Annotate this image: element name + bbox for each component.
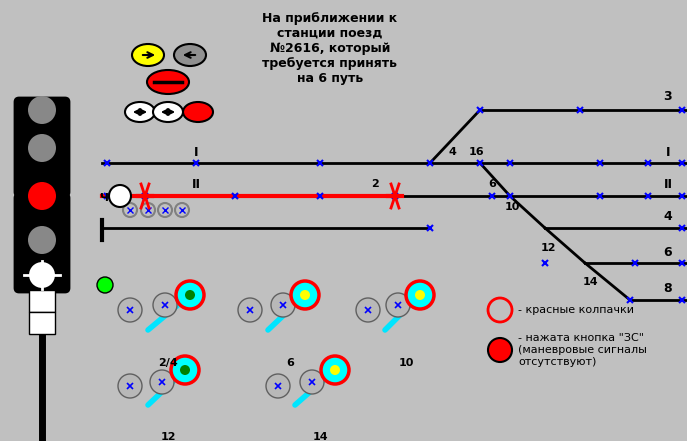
Circle shape bbox=[488, 338, 512, 362]
FancyBboxPatch shape bbox=[29, 290, 55, 312]
Text: 6: 6 bbox=[664, 246, 673, 258]
Text: II: II bbox=[192, 177, 201, 191]
Text: I: I bbox=[194, 146, 199, 158]
Text: II: II bbox=[664, 177, 673, 191]
Circle shape bbox=[386, 293, 410, 317]
Circle shape bbox=[321, 356, 349, 384]
Text: 3: 3 bbox=[664, 90, 673, 102]
Ellipse shape bbox=[183, 102, 213, 122]
Ellipse shape bbox=[174, 44, 206, 66]
Circle shape bbox=[28, 134, 56, 162]
Text: 12: 12 bbox=[160, 432, 176, 441]
Text: 4: 4 bbox=[448, 147, 456, 157]
Ellipse shape bbox=[153, 102, 183, 122]
Text: 10: 10 bbox=[398, 358, 414, 368]
Circle shape bbox=[150, 370, 174, 394]
Text: 4: 4 bbox=[664, 210, 673, 224]
Text: На приближении к
станции поезд
№2616, который
требуется принять
на 6 путь: На приближении к станции поезд №2616, ко… bbox=[262, 12, 398, 85]
Ellipse shape bbox=[132, 44, 164, 66]
Circle shape bbox=[28, 261, 56, 289]
Text: 12: 12 bbox=[540, 243, 556, 253]
Text: 8: 8 bbox=[664, 281, 673, 295]
Text: 14: 14 bbox=[582, 277, 598, 287]
Text: 2: 2 bbox=[371, 179, 379, 189]
Text: - красные колпачки: - красные колпачки bbox=[518, 305, 634, 315]
Text: I: I bbox=[666, 146, 671, 158]
FancyBboxPatch shape bbox=[29, 312, 55, 334]
Circle shape bbox=[176, 281, 204, 309]
Text: 2/4: 2/4 bbox=[158, 358, 178, 368]
Circle shape bbox=[109, 185, 131, 207]
Text: 16: 16 bbox=[469, 147, 485, 157]
Text: 14: 14 bbox=[312, 432, 328, 441]
Text: 6: 6 bbox=[286, 358, 294, 368]
Circle shape bbox=[28, 182, 56, 210]
Text: Ч: Ч bbox=[100, 193, 109, 203]
Text: 6: 6 bbox=[488, 179, 496, 189]
Circle shape bbox=[28, 96, 56, 124]
Circle shape bbox=[266, 374, 290, 398]
Ellipse shape bbox=[125, 102, 155, 122]
Circle shape bbox=[28, 226, 56, 254]
Text: 10: 10 bbox=[504, 202, 519, 212]
Circle shape bbox=[271, 293, 295, 317]
Circle shape bbox=[300, 370, 324, 394]
Circle shape bbox=[185, 290, 195, 300]
Circle shape bbox=[97, 277, 113, 293]
Ellipse shape bbox=[147, 70, 189, 94]
FancyBboxPatch shape bbox=[15, 98, 69, 196]
Circle shape bbox=[300, 290, 310, 300]
Circle shape bbox=[415, 290, 425, 300]
Circle shape bbox=[330, 365, 340, 375]
Circle shape bbox=[118, 298, 142, 322]
FancyBboxPatch shape bbox=[15, 194, 69, 292]
Circle shape bbox=[180, 365, 190, 375]
Circle shape bbox=[153, 293, 177, 317]
Circle shape bbox=[171, 356, 199, 384]
Text: - нажата кнопка "ЗС"
(маневровые сигналы
отсутствуют): - нажата кнопка "ЗС" (маневровые сигналы… bbox=[518, 333, 647, 366]
Circle shape bbox=[238, 298, 262, 322]
Circle shape bbox=[291, 281, 319, 309]
Circle shape bbox=[118, 374, 142, 398]
Circle shape bbox=[406, 281, 434, 309]
Circle shape bbox=[356, 298, 380, 322]
